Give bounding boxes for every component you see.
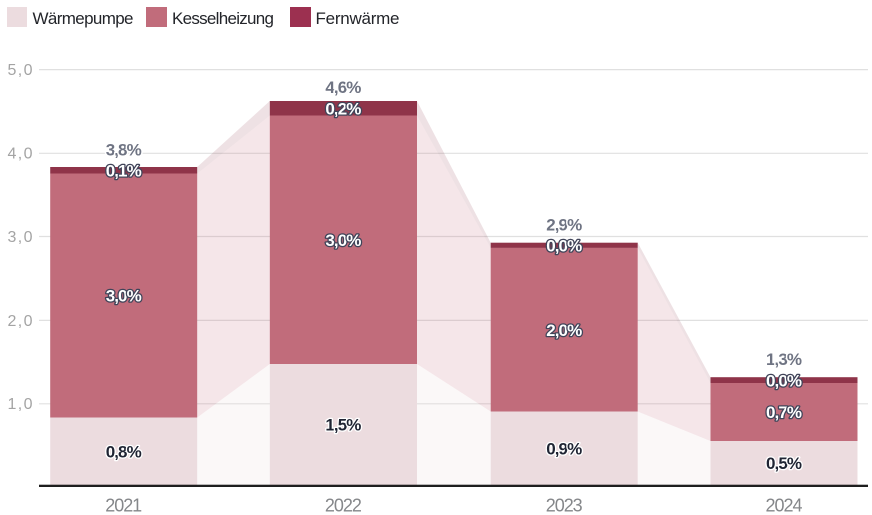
svg-text:2021: 2021	[105, 496, 142, 515]
svg-text:0,1%: 0,1%	[106, 162, 142, 181]
svg-text:0,2%: 0,2%	[325, 100, 361, 119]
svg-text:2,0%: 2,0%	[546, 321, 582, 340]
svg-text:0,8%: 0,8%	[106, 443, 142, 462]
svg-text:5,0: 5,0	[8, 62, 33, 79]
svg-text:0,5%: 0,5%	[766, 454, 802, 473]
svg-text:3,0%: 3,0%	[325, 231, 361, 250]
svg-text:2,0: 2,0	[8, 313, 33, 330]
svg-text:Kesselheizung: Kesselheizung	[172, 9, 274, 28]
svg-text:2024: 2024	[766, 496, 803, 515]
svg-text:2022: 2022	[325, 496, 362, 515]
svg-text:Fernwärme: Fernwärme	[316, 9, 400, 28]
svg-text:1,3%: 1,3%	[766, 350, 802, 369]
svg-text:1,5%: 1,5%	[325, 416, 361, 435]
svg-text:4,6%: 4,6%	[325, 78, 361, 97]
svg-text:3,0%: 3,0%	[106, 287, 142, 306]
svg-text:Wärmepumpe: Wärmepumpe	[33, 9, 134, 28]
svg-text:0,0%: 0,0%	[546, 237, 582, 256]
svg-text:3,0: 3,0	[8, 229, 33, 246]
svg-text:0,9%: 0,9%	[546, 440, 582, 459]
svg-text:1,0: 1,0	[8, 396, 33, 413]
svg-text:3,8%: 3,8%	[106, 140, 142, 159]
svg-text:0,0%: 0,0%	[766, 371, 802, 390]
svg-text:4,0: 4,0	[8, 146, 33, 163]
svg-text:0,7%: 0,7%	[766, 403, 802, 422]
svg-text:2023: 2023	[546, 496, 583, 515]
svg-text:2,9%: 2,9%	[546, 215, 582, 234]
